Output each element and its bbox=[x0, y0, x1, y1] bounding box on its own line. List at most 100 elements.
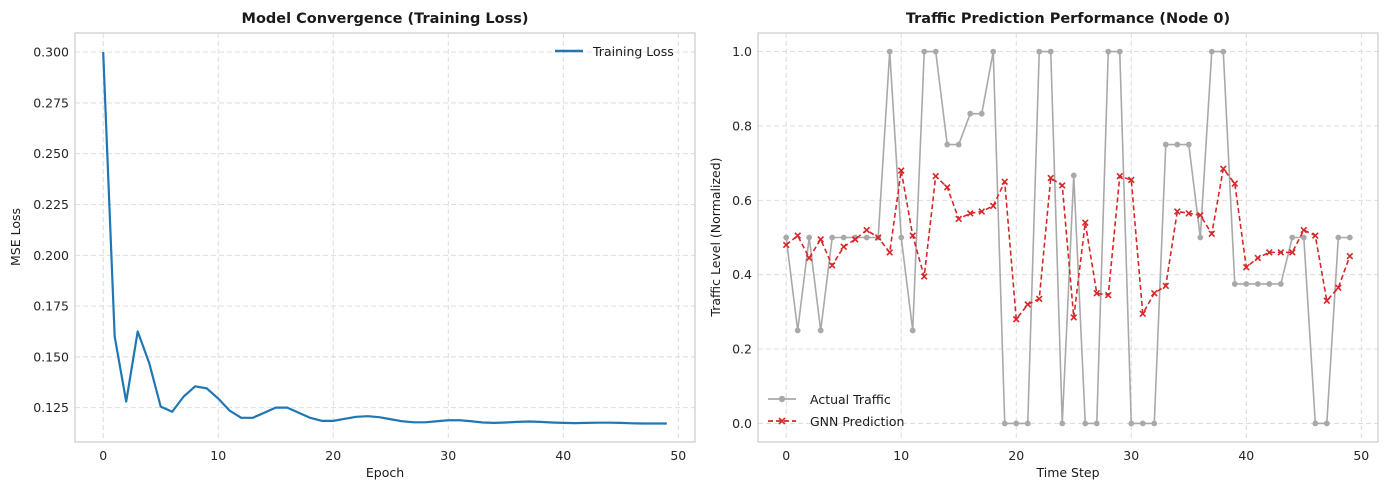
data-point-gnn-prediction-36 bbox=[1196, 211, 1204, 219]
data-point-gnn-prediction-32 bbox=[1150, 289, 1158, 297]
data-point-actual-traffic-38 bbox=[1220, 48, 1227, 55]
prediction-y-tick-label: 0.6 bbox=[732, 193, 752, 208]
data-point-gnn-prediction-1 bbox=[794, 232, 802, 240]
prediction-chart-legend: Actual Traffic GNN Prediction bbox=[768, 392, 904, 429]
data-point-gnn-prediction-49 bbox=[1346, 252, 1354, 260]
data-point-gnn-prediction-27 bbox=[1093, 289, 1101, 297]
loss-chart-ticks: 0 10 20 30 40 50 0.125 0.150 0.175 0.200 0.225 0.25… bbox=[33, 45, 686, 463]
data-point-gnn-prediction-28 bbox=[1104, 291, 1112, 299]
prediction-y-tick-label: 0.8 bbox=[732, 118, 752, 133]
loss-y-tick-label: 0.200 bbox=[33, 248, 69, 263]
legend-label-gnn-prediction: GNN Prediction bbox=[810, 414, 904, 429]
data-point-gnn-prediction-19 bbox=[1001, 178, 1009, 186]
data-point-gnn-prediction-23 bbox=[1047, 174, 1055, 182]
data-point-actual-traffic-36 bbox=[1197, 234, 1204, 241]
data-point-gnn-prediction-6 bbox=[851, 235, 859, 243]
data-point-actual-traffic-9 bbox=[886, 48, 893, 55]
data-point-gnn-prediction-35 bbox=[1185, 209, 1193, 217]
data-point-gnn-prediction-47 bbox=[1323, 297, 1331, 305]
data-point-gnn-prediction-33 bbox=[1162, 282, 1170, 290]
data-point-actual-traffic-43 bbox=[1277, 281, 1284, 287]
data-point-actual-traffic-1 bbox=[794, 327, 801, 334]
prediction-chart-x-axis-label: Time Step bbox=[1035, 465, 1099, 480]
data-point-gnn-prediction-0 bbox=[782, 241, 790, 249]
data-point-gnn-prediction-46 bbox=[1311, 232, 1319, 240]
data-point-gnn-prediction-5 bbox=[840, 243, 848, 251]
data-point-actual-traffic-13 bbox=[932, 48, 939, 55]
data-point-gnn-prediction-30 bbox=[1127, 176, 1135, 184]
loss-x-tick-label: 10 bbox=[210, 448, 226, 463]
loss-x-tick-label: 40 bbox=[555, 448, 571, 463]
data-point-gnn-prediction-16 bbox=[966, 209, 974, 217]
data-point-gnn-prediction-18 bbox=[989, 202, 997, 210]
legend-label-training-loss: Training Loss bbox=[592, 44, 674, 59]
loss-y-tick-label: 0.225 bbox=[33, 197, 69, 212]
data-point-gnn-prediction-2 bbox=[805, 254, 813, 262]
prediction-chart-ticks: 0 10 20 30 40 50 0.0 0.2 0.4 0.6 0.8 1.0 bbox=[732, 44, 1369, 463]
data-point-actual-traffic-2 bbox=[806, 234, 813, 241]
data-point-gnn-prediction-29 bbox=[1116, 172, 1124, 180]
prediction-y-tick-label: 0.4 bbox=[732, 267, 752, 282]
prediction-y-tick-label: 1.0 bbox=[732, 44, 752, 59]
legend-label-actual-traffic: Actual Traffic bbox=[810, 392, 891, 407]
data-point-gnn-prediction-25 bbox=[1070, 314, 1078, 321]
data-point-gnn-prediction-26 bbox=[1081, 219, 1089, 226]
data-point-gnn-prediction-20 bbox=[1012, 315, 1020, 323]
data-point-actual-traffic-28 bbox=[1105, 48, 1112, 55]
loss-chart-panel: Model Convergence (Training Loss) 0 10 20 3… bbox=[8, 11, 696, 480]
prediction-chart-frame bbox=[757, 32, 1379, 443]
data-point-gnn-prediction-24 bbox=[1058, 182, 1066, 189]
data-point-actual-traffic-4 bbox=[829, 234, 836, 241]
data-point-actual-traffic-21 bbox=[1024, 420, 1031, 427]
data-point-actual-traffic-7 bbox=[863, 234, 870, 241]
series-line-actual-traffic bbox=[785, 50, 1350, 425]
loss-y-tick-label: 0.300 bbox=[33, 45, 69, 60]
data-point-actual-traffic-20 bbox=[1013, 420, 1020, 427]
data-point-gnn-prediction-12 bbox=[920, 273, 928, 280]
data-point-actual-traffic-49 bbox=[1346, 234, 1353, 241]
loss-y-tick-label: 0.175 bbox=[33, 299, 69, 314]
series-line-training-loss bbox=[102, 52, 667, 425]
loss-chart-plot-area bbox=[102, 52, 667, 425]
data-point-actual-traffic-47 bbox=[1323, 420, 1330, 427]
data-point-actual-traffic-19 bbox=[1001, 420, 1008, 427]
data-point-actual-traffic-17 bbox=[978, 110, 985, 117]
loss-chart-title: Model Convergence (Training Loss) bbox=[242, 11, 529, 27]
data-point-gnn-prediction-17 bbox=[978, 208, 986, 215]
data-point-actual-traffic-46 bbox=[1312, 420, 1319, 427]
data-point-gnn-prediction-38 bbox=[1219, 165, 1227, 173]
data-point-actual-traffic-31 bbox=[1139, 420, 1146, 427]
data-point-gnn-prediction-4 bbox=[828, 262, 836, 269]
data-point-gnn-prediction-13 bbox=[932, 172, 940, 180]
data-point-actual-traffic-39 bbox=[1231, 281, 1238, 287]
data-point-actual-traffic-15 bbox=[955, 141, 962, 148]
data-point-actual-traffic-44 bbox=[1289, 234, 1296, 241]
data-point-actual-traffic-26 bbox=[1082, 420, 1089, 427]
data-point-gnn-prediction-15 bbox=[955, 215, 963, 223]
data-point-gnn-prediction-37 bbox=[1208, 230, 1216, 238]
data-point-actual-traffic-45 bbox=[1300, 234, 1307, 241]
legend-marker-gnn-prediction bbox=[778, 417, 786, 425]
data-point-actual-traffic-18 bbox=[990, 48, 997, 55]
data-point-actual-traffic-22 bbox=[1036, 48, 1043, 55]
data-point-actual-traffic-25 bbox=[1070, 172, 1077, 179]
data-point-gnn-prediction-40 bbox=[1242, 263, 1250, 271]
data-point-gnn-prediction-10 bbox=[897, 167, 905, 174]
loss-y-tick-label: 0.250 bbox=[33, 146, 69, 161]
data-point-actual-traffic-14 bbox=[944, 141, 951, 148]
data-point-actual-traffic-42 bbox=[1266, 281, 1273, 287]
data-point-actual-traffic-34 bbox=[1174, 141, 1181, 148]
data-point-gnn-prediction-43 bbox=[1277, 249, 1285, 256]
loss-chart-y-axis-label: MSE Loss bbox=[8, 208, 23, 266]
data-point-gnn-prediction-3 bbox=[817, 235, 825, 243]
loss-y-tick-label: 0.275 bbox=[33, 95, 69, 110]
prediction-chart-panel: Traffic Prediction Performance (Node 0) … bbox=[708, 11, 1379, 480]
data-point-gnn-prediction-11 bbox=[909, 232, 917, 240]
data-point-gnn-prediction-9 bbox=[886, 249, 894, 256]
data-point-gnn-prediction-48 bbox=[1334, 284, 1342, 292]
data-point-gnn-prediction-39 bbox=[1231, 180, 1239, 187]
prediction-y-tick-label: 0.0 bbox=[732, 416, 752, 431]
data-point-actual-traffic-40 bbox=[1243, 281, 1250, 287]
prediction-x-tick-label: 10 bbox=[893, 448, 909, 463]
prediction-chart-y-axis-label: Traffic Level (Normalized) bbox=[708, 157, 723, 317]
